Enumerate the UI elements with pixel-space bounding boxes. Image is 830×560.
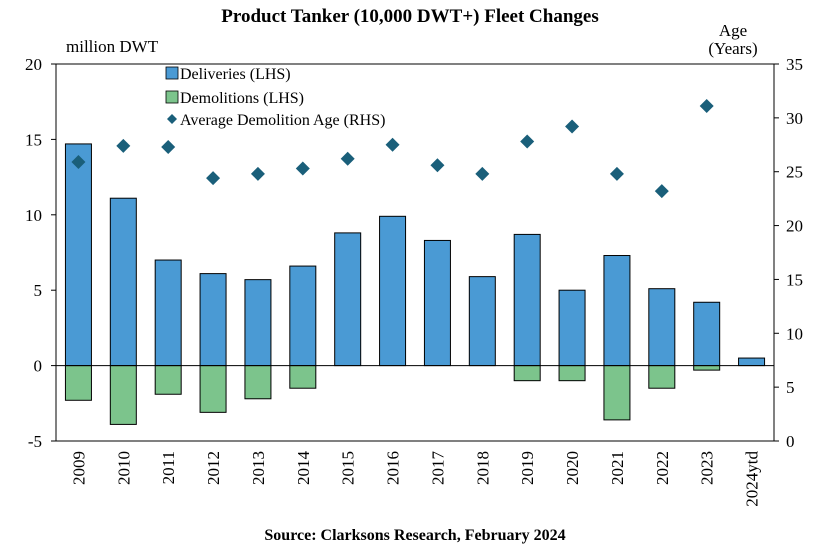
deliveries-bar-2017	[423, 239, 451, 367]
deliveries-bar-2009	[64, 143, 92, 367]
deliveries-bar-2023	[693, 301, 721, 367]
right-axis-label-line1: Age	[719, 21, 747, 40]
left-axis-tick-label: 10	[25, 206, 42, 225]
demolitions-bar-2021	[603, 365, 631, 421]
deliveries-bar-2012	[199, 273, 227, 367]
demolition-age-point-2020	[565, 119, 580, 134]
deliveries-bar-2022	[648, 288, 676, 367]
x-axis-tick-label: 2009	[69, 451, 88, 485]
plot-frame	[55, 63, 775, 442]
legend-label-demolitions: Demolitions (LHS)	[180, 90, 304, 107]
demolition-age-point-2014	[295, 161, 310, 176]
left-axis-tick-label: 15	[25, 130, 42, 149]
demolition-age-point-2017	[430, 158, 445, 173]
x-axis-tick-label: 2020	[563, 451, 582, 485]
deliveries-bar-2020	[558, 289, 586, 367]
legend: Deliveries (LHS) Demolitions (LHS) Avera…	[165, 66, 385, 129]
x-axis-tick-label: 2013	[249, 451, 268, 485]
left-axis-tick-label: -5	[28, 432, 42, 451]
right-axis-tick-label: 5	[786, 378, 795, 397]
demolition-age-point-2019	[520, 134, 535, 149]
chart-title: Product Tanker (10,000 DWT+) Fleet Chang…	[221, 6, 598, 27]
right-axis-tick-label: 0	[786, 432, 795, 451]
demolitions-bar-2013	[244, 365, 272, 400]
right-axis-tick-label: 30	[786, 109, 803, 128]
demolition-age-point-2011	[161, 139, 176, 154]
demolitions-bar-2010	[109, 365, 137, 425]
deliveries-bar-2018	[468, 276, 496, 367]
demolitions-bar-2019	[513, 365, 541, 382]
source-note: Source: Clarksons Research, February 202…	[264, 527, 565, 544]
deliveries-bar-2016	[379, 215, 407, 367]
deliveries-bar-2014	[289, 265, 317, 367]
deliveries-bar-2024ytd	[738, 357, 766, 367]
x-axis-tick-label: 2012	[204, 451, 223, 485]
demolitions-bar-2023	[693, 365, 721, 371]
deliveries-bar-2013	[244, 279, 272, 367]
right-axis-tick-label: 35	[786, 55, 803, 74]
legend-label-deliveries: Deliveries (LHS)	[180, 66, 291, 83]
x-axis-tick-label: 2010	[114, 451, 133, 485]
x-axis-tick-label: 2014	[294, 451, 313, 486]
right-axis-tick-label: 10	[786, 324, 803, 343]
right-axis-tick-label: 20	[786, 217, 803, 236]
x-axis-tick-label: 2016	[384, 451, 403, 485]
deliveries-bar-2021	[603, 255, 631, 367]
demolitions-bar-2014	[289, 365, 317, 389]
x-axis-tick-label: 2024ytd	[743, 451, 762, 507]
right-axis: 0 5 10 15 20 25 30 35	[774, 55, 803, 451]
demolition-age-point-2013	[250, 166, 265, 181]
demolition-age-point-2022	[654, 184, 669, 199]
legend-marker-demolition-age	[167, 114, 177, 124]
x-axis-tick-label: 2017	[428, 451, 447, 486]
x-axis: 2009 2010 2011 2012 2013 2014 2015 2016 2017 2018…	[69, 451, 761, 507]
left-axis-tick-label: 5	[34, 281, 43, 300]
demolition-age-point-2023	[699, 99, 714, 114]
x-axis-tick-label: 2015	[339, 451, 358, 485]
deliveries-bar-2019	[513, 233, 541, 367]
demolition-age-point-2021	[609, 166, 624, 181]
x-axis-tick-label: 2011	[159, 451, 178, 484]
left-axis: -5 0 5 10 15 20	[25, 55, 56, 451]
demolition-age-point-2016	[385, 137, 400, 152]
demolitions-bar-2020	[558, 365, 586, 382]
x-axis-tick-label: 2022	[653, 451, 672, 485]
right-axis-tick-label: 25	[786, 163, 803, 182]
demolition-age-point-2018	[475, 166, 490, 181]
right-axis-label-line2: (Years)	[708, 39, 757, 58]
deliveries-bar-2010	[109, 197, 137, 367]
deliveries-bar-2011	[154, 259, 182, 367]
x-axis-tick-label: 2023	[698, 451, 717, 485]
left-axis-label: million DWT	[66, 37, 159, 56]
demolition-age-point-2015	[340, 151, 355, 166]
x-axis-tick-label: 2021	[608, 451, 627, 485]
x-axis-tick-label: 2019	[518, 451, 537, 485]
deliveries-bar-2015	[334, 232, 362, 367]
demolitions-bar-2009	[64, 365, 92, 401]
legend-swatch-deliveries	[165, 66, 179, 80]
demolitions-bar-2011	[154, 365, 182, 395]
demolitions-bar-2022	[648, 365, 676, 389]
demolition-age-point-2009	[71, 155, 86, 170]
demolitions-bar-2012	[199, 365, 227, 413]
right-axis-tick-label: 15	[786, 270, 803, 289]
demolition-age-point-2012	[206, 171, 221, 186]
legend-label-demolition-age: Average Demolition Age (RHS)	[180, 112, 385, 129]
demolition-age-point-2010	[116, 138, 131, 153]
x-axis-tick-label: 2018	[473, 451, 492, 485]
left-axis-tick-label: 20	[25, 55, 42, 74]
plot-area	[56, 99, 774, 425]
legend-swatch-demolitions	[165, 90, 179, 104]
left-axis-tick-label: 0	[34, 357, 43, 376]
